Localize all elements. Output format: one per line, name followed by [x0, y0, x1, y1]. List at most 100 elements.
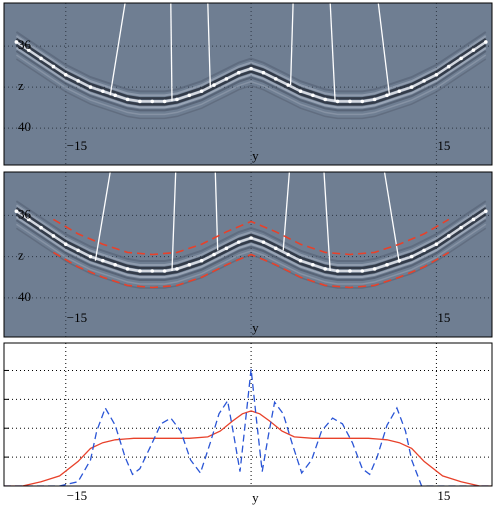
dot	[484, 40, 488, 44]
wavefield	[15, 204, 487, 266]
panel-background	[4, 343, 492, 486]
y-tick-label: 36	[18, 37, 32, 52]
wavefield	[15, 35, 487, 97]
panel-frame	[3, 342, 493, 487]
dot	[224, 246, 229, 251]
ray	[170, 3, 173, 102]
dot	[397, 89, 402, 93]
ray	[214, 172, 219, 251]
x-tick-label: −15	[67, 488, 87, 503]
dot	[323, 97, 328, 102]
dot	[63, 242, 68, 246]
dot	[273, 77, 278, 81]
bound-line	[52, 251, 450, 289]
dot	[348, 269, 352, 273]
dot	[175, 97, 179, 102]
dot	[323, 267, 328, 271]
y-tick-label: 40	[18, 119, 31, 134]
dot	[249, 236, 253, 240]
dot	[446, 234, 451, 238]
dot	[26, 48, 31, 52]
dot	[212, 252, 216, 257]
dot	[76, 79, 80, 83]
dot	[101, 258, 105, 263]
dot	[459, 56, 463, 61]
dot	[125, 97, 130, 102]
dot	[224, 77, 229, 81]
wavefield	[15, 223, 487, 285]
series-line	[4, 410, 492, 486]
dot	[101, 89, 105, 93]
ray	[207, 3, 211, 88]
ray	[377, 3, 391, 96]
ray	[383, 172, 400, 263]
dot	[88, 85, 93, 89]
dot	[199, 258, 204, 263]
dot	[385, 93, 389, 98]
dot	[434, 242, 439, 246]
dot	[360, 269, 365, 273]
bound-line	[52, 218, 450, 256]
dot	[187, 93, 192, 98]
plot-area	[4, 343, 492, 486]
dot	[187, 263, 192, 267]
dot	[446, 64, 451, 69]
wavefield	[15, 50, 487, 112]
dot	[459, 225, 463, 230]
x-tick-label: 15	[437, 310, 450, 325]
dot	[76, 248, 80, 253]
ray	[289, 3, 294, 86]
dot	[236, 240, 241, 244]
x-tick-label: −15	[67, 310, 87, 325]
wavefield	[15, 216, 487, 278]
dot	[372, 97, 377, 102]
dot	[261, 70, 266, 75]
dot	[113, 263, 117, 267]
dot	[138, 99, 142, 104]
ray	[329, 3, 336, 102]
dot	[311, 93, 315, 98]
dot	[88, 254, 93, 259]
dot	[261, 240, 266, 244]
dot	[175, 267, 179, 271]
y-tick-label: z	[18, 248, 24, 263]
dot	[14, 40, 19, 44]
ray	[94, 172, 111, 261]
y-tick-label: z	[18, 78, 24, 93]
dot	[273, 246, 278, 251]
ray	[171, 172, 177, 272]
panel-frame	[3, 171, 493, 338]
panel: −15 y 15 36 z 40	[3, 2, 493, 166]
ray	[323, 172, 331, 272]
plot-area	[4, 172, 492, 337]
dot	[51, 64, 56, 69]
x-tick-label: y	[252, 148, 259, 163]
dot	[162, 269, 167, 273]
dot	[422, 79, 426, 83]
x-tick-label: y	[252, 490, 259, 505]
dot	[385, 263, 389, 267]
dot	[212, 83, 216, 87]
dot	[199, 89, 204, 93]
x-tick-label: 15	[437, 138, 450, 153]
series-line	[4, 368, 492, 486]
dot	[125, 267, 130, 271]
dot	[113, 93, 117, 98]
dot	[63, 72, 68, 77]
dot	[434, 72, 439, 77]
dot	[51, 234, 56, 238]
dot	[14, 209, 19, 213]
x-tick-label: −15	[67, 138, 87, 153]
y-tick-label: 40	[18, 289, 31, 304]
dot	[138, 269, 142, 273]
dot	[372, 267, 377, 271]
x-tick-label: y	[252, 320, 259, 335]
y-tick-label: 36	[18, 206, 32, 221]
wavefield	[15, 47, 487, 109]
dot	[397, 258, 402, 263]
wavefield	[15, 213, 487, 276]
dot	[484, 209, 488, 213]
dot	[39, 225, 43, 230]
panel: −15 y 15	[3, 342, 493, 505]
wavefield	[15, 43, 487, 106]
